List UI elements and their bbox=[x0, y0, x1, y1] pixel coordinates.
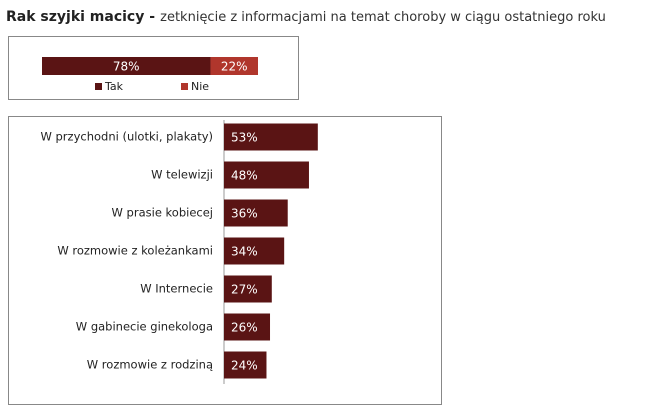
panel-frame bbox=[8, 36, 299, 100]
title-rest: zetknięcie z informacjami na temat choro… bbox=[160, 10, 606, 25]
value-label: 27% bbox=[231, 283, 258, 297]
bar bbox=[224, 237, 285, 265]
value-label: 22% bbox=[221, 60, 248, 74]
panel-frame bbox=[8, 116, 442, 405]
value-label: 34% bbox=[231, 245, 258, 259]
bar-segment bbox=[210, 57, 258, 75]
category-label: W gabinecie ginekologa bbox=[76, 320, 213, 334]
value-label: 36% bbox=[231, 207, 258, 221]
value-label: 26% bbox=[231, 321, 258, 335]
value-label: 53% bbox=[231, 131, 258, 145]
category-label: W rozmowie z rodziną bbox=[87, 358, 213, 372]
title-bold: Rak szyjki macicy - bbox=[6, 9, 155, 25]
bar bbox=[224, 351, 267, 379]
value-label: 78% bbox=[113, 60, 140, 74]
legend-label: Tak bbox=[104, 80, 124, 93]
value-label: 24% bbox=[231, 359, 258, 373]
legend-swatch bbox=[95, 83, 102, 90]
bar bbox=[224, 313, 271, 341]
legend-label: Nie bbox=[191, 80, 209, 93]
category-label: W Internecie bbox=[140, 282, 213, 296]
legend-swatch bbox=[181, 83, 188, 90]
bar bbox=[224, 275, 272, 303]
category-label: W telewizji bbox=[151, 168, 213, 182]
category-label: W rozmowie z koleżankami bbox=[57, 244, 213, 258]
category-label: W prasie kobiecej bbox=[112, 206, 213, 220]
bar bbox=[224, 123, 318, 151]
bar bbox=[224, 161, 309, 189]
title: Rak szyjki macicy - zetknięcie z informa… bbox=[6, 7, 606, 26]
category-label: W przychodni (ulotki, plakaty) bbox=[40, 130, 213, 144]
value-label: 48% bbox=[231, 169, 258, 183]
bar bbox=[224, 199, 288, 227]
bar-segment bbox=[42, 57, 211, 75]
